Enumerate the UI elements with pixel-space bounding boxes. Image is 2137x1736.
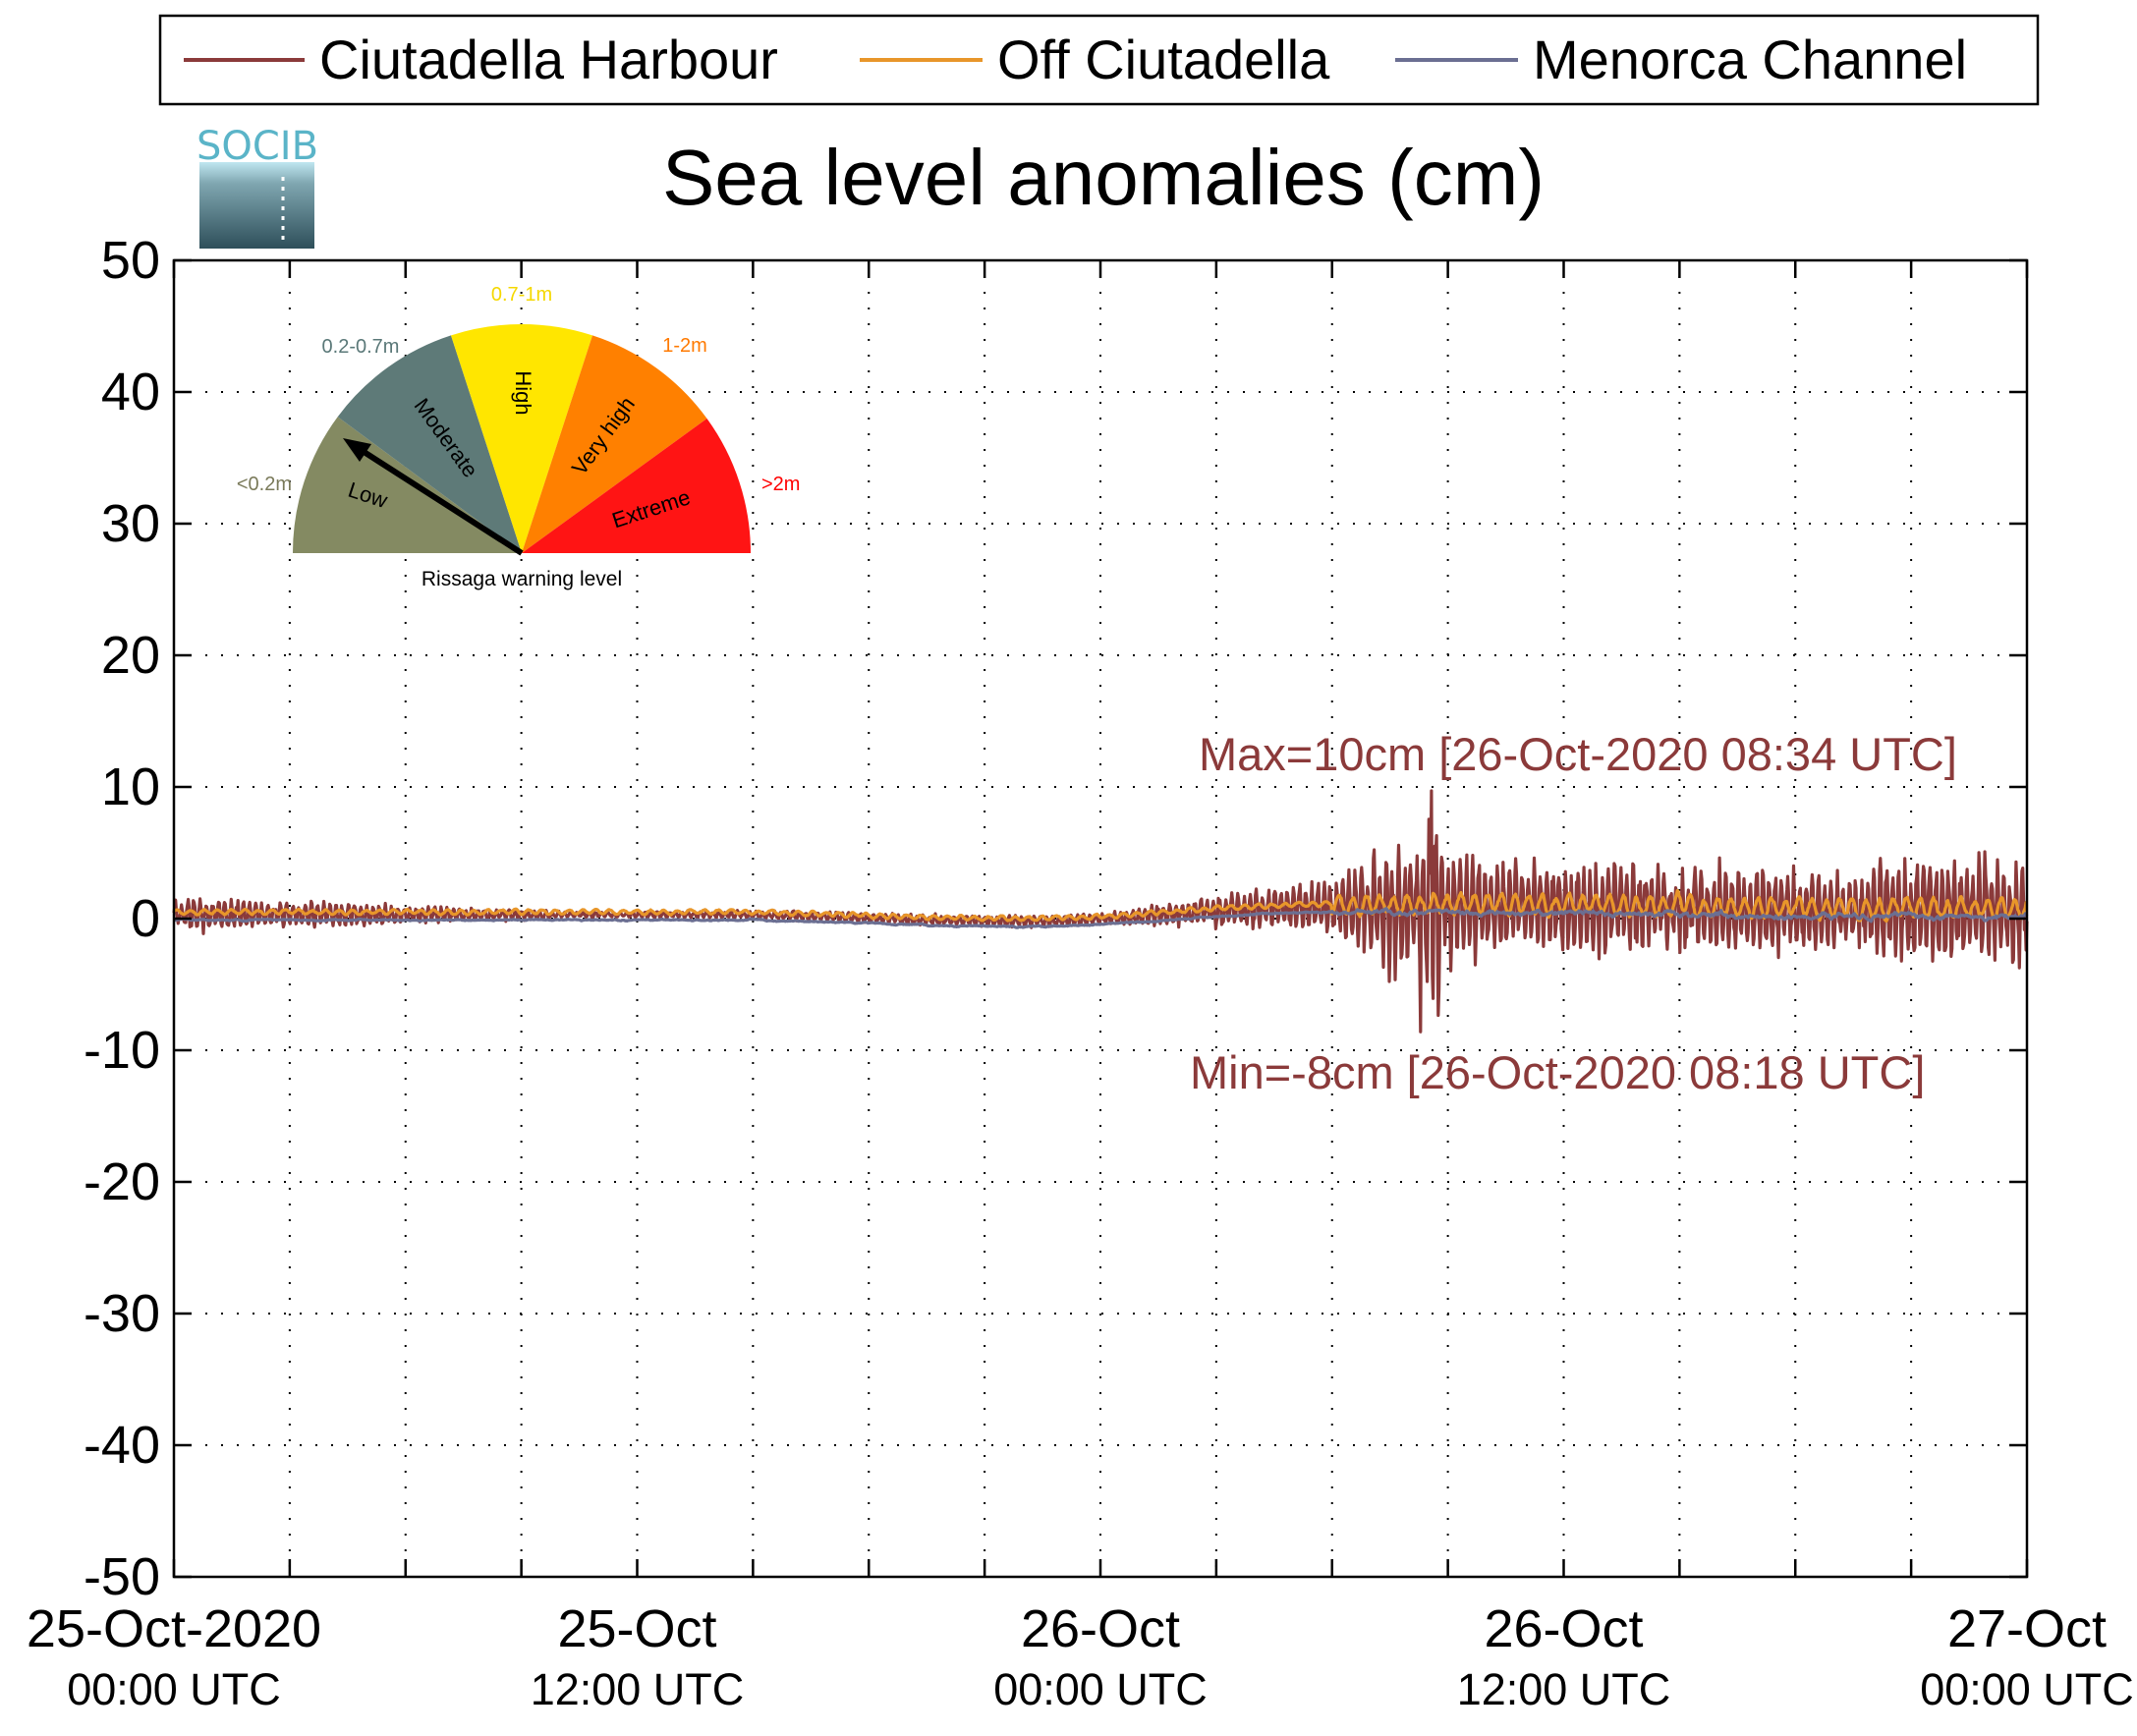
y-tick-label: 10: [101, 757, 160, 816]
y-tick-label: 50: [101, 231, 160, 290]
y-tick-label: -30: [84, 1284, 160, 1343]
y-tick-label: 40: [101, 363, 160, 421]
x-tick-label-time: 00:00 UTC: [67, 1664, 281, 1714]
x-tick-label-date: 26-Oct: [1484, 1599, 1643, 1658]
y-tick-label: 20: [101, 626, 160, 685]
gauge-needle-arrowhead: [343, 438, 371, 462]
gauge-range-low: <0.2m: [237, 474, 292, 495]
series-line-off-ciutadella: [172, 889, 2028, 924]
legend-label-off-ciutadella: Off Ciutadella: [997, 28, 1330, 90]
series-line-menorca-channel: [173, 907, 2029, 929]
legend-label-menorca-channel: Menorca Channel: [1533, 28, 1967, 90]
x-tick-label-time: 00:00 UTC: [993, 1664, 1208, 1714]
chart-title: Sea level anomalies (cm): [662, 134, 1545, 221]
gauge-needle: [350, 441, 524, 556]
gauge-sector-high: [451, 323, 592, 553]
series-layer: [172, 789, 2029, 1034]
y-tick-labels: -50 -40 -30 -20 -10 0 10 20 30 40 50: [84, 231, 160, 1606]
max-annotation: Max=10cm [26-Oct-2020 08:34 UTC]: [1199, 728, 1957, 780]
legend-label-ciutadella-harbour: Ciutadella Harbour: [319, 28, 778, 90]
rissaga-gauge: Low Moderate High Very high Extreme <0.2…: [237, 284, 801, 590]
x-tick-label-time: 12:00 UTC: [1457, 1664, 1671, 1714]
gauge-range-high: 0.7-1m: [491, 284, 552, 306]
y-tick-label: -20: [84, 1152, 160, 1211]
y-tick-label: 0: [131, 889, 160, 948]
x-tick-label-date: 25-Oct-2020: [27, 1599, 321, 1658]
x-tick-labels: 25-Oct-2020 00:00 UTC 25-Oct 12:00 UTC 26-Oc…: [27, 1599, 2134, 1714]
legend-box: [158, 14, 2040, 106]
x-tick-label-date: 25-Oct: [557, 1599, 716, 1658]
ticks: [172, 258, 2029, 1579]
min-annotation: Min=-8cm [26-Oct-2020 08:18 UTC]: [1190, 1046, 1925, 1098]
y-tick-label: -40: [84, 1416, 160, 1475]
gauge-sector-very-high: [522, 335, 707, 553]
y-tick-label: 30: [101, 494, 160, 553]
legend: Ciutadella Harbour Off Ciutadella Menorc…: [158, 14, 2040, 106]
y-tick-label: -50: [84, 1547, 160, 1606]
x-tick-label-time: 00:00 UTC: [1920, 1664, 2134, 1714]
gauge-sector-extreme: [522, 419, 751, 553]
socib-logo: SOCIB: [197, 124, 318, 249]
logo-text: SOCIB: [197, 124, 318, 169]
x-tick-label-time: 12:00 UTC: [531, 1664, 745, 1714]
x-tick-label-date: 26-Oct: [1021, 1599, 1180, 1658]
gauge-range-extreme: >2m: [761, 474, 800, 495]
gauge-title: Rissaga warning level: [422, 568, 622, 590]
x-tick-label-date: 27-Oct: [1947, 1599, 2107, 1658]
gauge-label-high: High: [511, 370, 535, 415]
logo-water: [199, 162, 314, 249]
gauge-range-moderate: 0.2-0.7m: [322, 336, 400, 358]
gauge-range-very-high: 1-2m: [662, 335, 707, 357]
y-tick-label: -10: [84, 1021, 160, 1080]
gauge-sector-moderate: [337, 335, 522, 553]
